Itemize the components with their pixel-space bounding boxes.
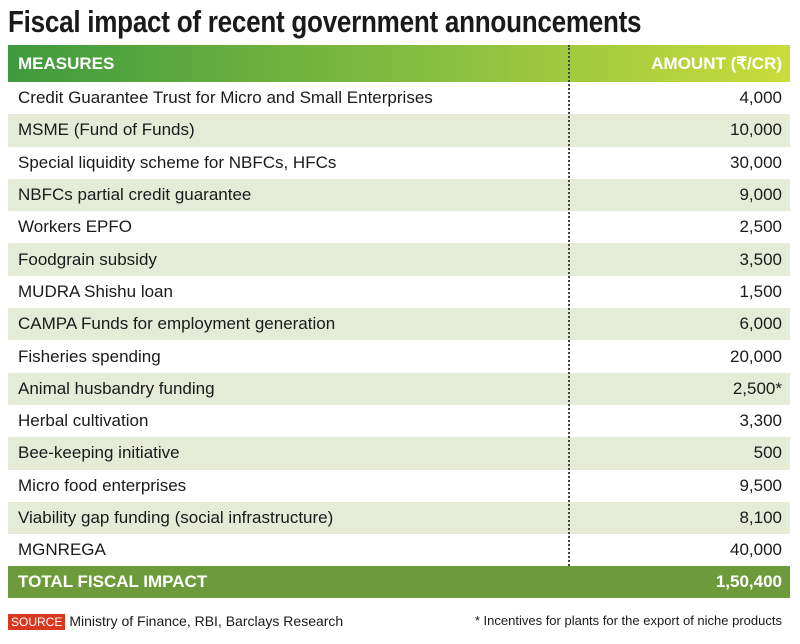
measure: Workers EPFO [18,217,132,237]
table-row: Special liquidity scheme for NBFCs, HFCs… [8,147,790,179]
table-row: Credit Guarantee Trust for Micro and Sma… [8,82,790,114]
amount: 40,000 [730,540,782,560]
table-row: MSME (Fund of Funds) 10,000 [8,114,790,147]
measure: Special liquidity scheme for NBFCs, HFCs [18,152,337,172]
measure: MGNREGA [18,540,106,560]
divider [568,45,570,566]
measure: Viability gap funding (social infrastruc… [18,508,334,527]
total-label: TOTAL FISCAL IMPACT [18,572,208,592]
title: Fiscal impact of recent government annou… [8,4,642,39]
table: MEASURES AMOUNT (₹/CR) Credit Guarantee … [8,45,790,599]
table-row: Micro food enterprises 9,500 [8,470,790,502]
table-row: NBFCs partial credit guarantee 9,000 [8,178,790,212]
amount: 2,500 [739,217,782,237]
header-row: MEASURES AMOUNT (₹/CR) [8,45,790,82]
amount: 9,500 [739,475,782,495]
amount: 3,500 [739,249,782,269]
amount: 6,000 [739,314,782,334]
table-row: Viability gap funding (social infrastruc… [8,501,790,535]
measure: Credit Guarantee Trust for Micro and Sma… [18,88,433,108]
table-row: Bee-keeping initiative 500 [8,437,790,470]
measure: Micro food enterprises [18,475,187,495]
table-row: Workers EPFO 2,500 [8,211,790,243]
table-row: Herbal cultivation 3,300 [8,405,790,437]
measure: Herbal cultivation [18,411,149,431]
header-cell: AMOUNT (₹/CR) [651,53,782,73]
amount: 9,000 [739,185,782,205]
source-label: SOURCE [8,614,66,630]
table-row: Fisheries spending 20,000 [8,340,790,372]
total-amount: 1,50,400 [715,572,782,592]
measure: MSME (Fund of Funds) [18,120,195,140]
measure: Fisheries spending [18,346,161,366]
table-body: Credit Guarantee Trust for Micro and Sma… [8,82,790,566]
amount: 4,000 [739,88,782,108]
amount: 30,000 [730,152,782,172]
measure: Foodgrain subsidy [18,249,157,269]
measure: Animal husbandry funding [18,378,215,398]
amount: 2,500* [732,378,782,398]
amount: 500 [753,443,782,463]
source-text: Ministry of Finance, RBI, Barclays Resea… [69,613,344,629]
measure: MUDRA Shishu loan [18,281,173,301]
footer: SOURCE Ministry of Finance, RBI, Barclays… [8,613,790,630]
total-row: TOTAL FISCAL IMPACT 1,50,400 [8,566,790,599]
amount: 20,000 [730,346,782,366]
measure: NBFCs partial credit guarantee [18,185,252,205]
table-row: MUDRA Shishu loan 1,500 [8,276,790,308]
amount: 1,500 [739,281,782,301]
table-row: MGNREGA 40,000 [8,534,790,566]
note: * Incentives for plants for the export o… [474,613,782,628]
header-cell: MEASURES [18,53,115,73]
table-row: Foodgrain subsidy 3,500 [8,243,790,276]
amount: 3,300 [739,411,782,431]
table-row: CAMPA Funds for employment generation 6,0… [8,308,790,341]
measure: Bee-keeping initiative [18,443,180,463]
amount: 8,100 [739,508,782,527]
amount: 10,000 [730,120,782,140]
table-row: Animal husbandry funding 2,500* [8,372,790,405]
measure: CAMPA Funds for employment generation [18,314,336,334]
